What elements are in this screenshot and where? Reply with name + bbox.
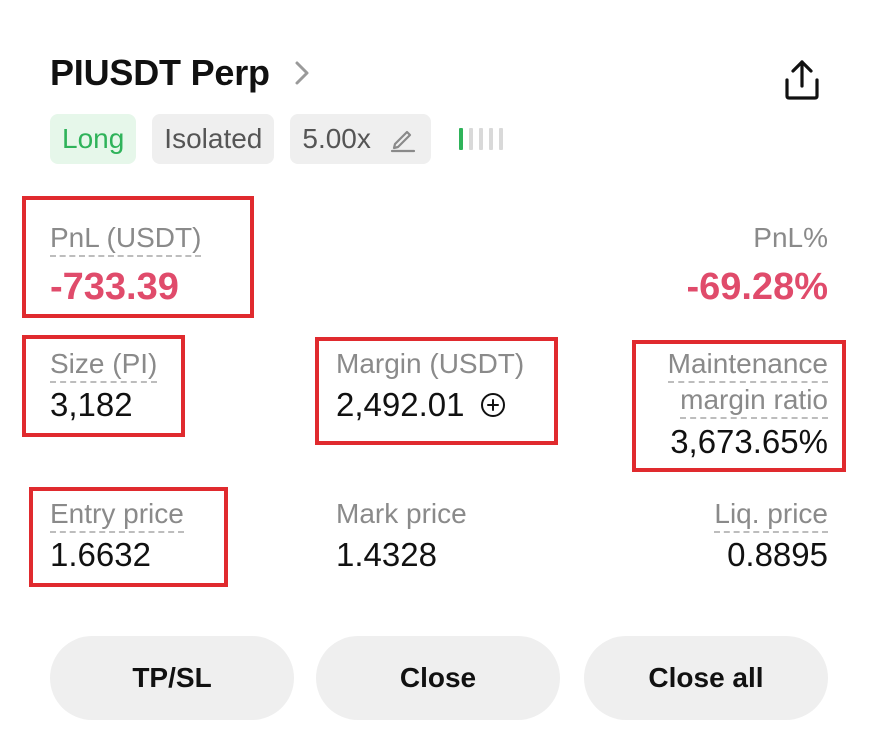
highlight-box-margin (315, 337, 558, 445)
close-button[interactable]: Close (316, 636, 560, 720)
margin-label: Margin (USDT) (336, 348, 525, 379)
edit-icon (390, 130, 415, 153)
highlight-box-mmr (632, 340, 846, 472)
mmr-value: 3,673.65% (670, 423, 828, 460)
liq-price-value: 0.8895 (727, 536, 828, 573)
pnl-pct-value: -69.28% (686, 266, 828, 308)
margin-value-row: 2,492.01 (336, 386, 506, 424)
mmr-label-line2[interactable]: margin ratio (680, 384, 828, 419)
side-badge: Long (50, 114, 137, 164)
mark-price-value: 1.4328 (336, 536, 437, 573)
leverage-value: 5.00x (302, 123, 371, 154)
leverage-button[interactable]: 5.00x (290, 114, 431, 164)
mmr-label-line1[interactable]: Maintenance (667, 348, 828, 383)
liq-price-label[interactable]: Liq. price (714, 498, 828, 533)
plus-circle-icon[interactable] (480, 392, 506, 418)
pnl-pct-label: PnL% (753, 222, 828, 253)
position-tags: Long Isolated 5.00x (50, 114, 509, 164)
mark-price-label: Mark price (336, 498, 467, 529)
position-title-link[interactable]: PIUSDT Perp (50, 52, 312, 94)
size-value: 3,182 (50, 386, 133, 423)
highlight-box-pnl (22, 196, 254, 318)
size-label[interactable]: Size (PI) (50, 348, 158, 383)
highlight-box-size (22, 335, 185, 437)
margin-value: 2,492.01 (336, 386, 465, 423)
position-title: PIUSDT Perp (50, 52, 270, 93)
highlight-box-entry (29, 487, 228, 587)
share-icon[interactable] (782, 58, 822, 102)
risk-level-indicator (458, 128, 509, 150)
close-all-button[interactable]: Close all (584, 636, 828, 720)
margin-mode-badge: Isolated (152, 114, 275, 164)
entry-price-value: 1.6632 (50, 536, 151, 573)
entry-price-label[interactable]: Entry price (50, 498, 184, 533)
chevron-right-icon (295, 61, 309, 85)
pnl-value: -733.39 (50, 266, 179, 308)
pnl-label[interactable]: PnL (USDT) (50, 222, 202, 257)
tpsl-button[interactable]: TP/SL (50, 636, 294, 720)
